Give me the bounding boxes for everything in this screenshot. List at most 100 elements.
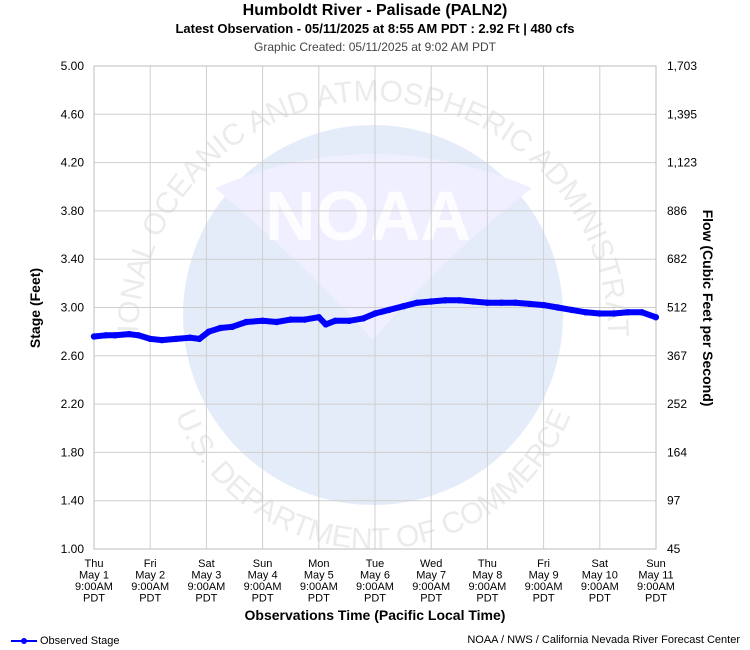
x-axis-title: Observations Time (Pacific Local Time): [245, 607, 506, 623]
data-point: [371, 310, 379, 317]
y2-tick-label: 367: [667, 349, 687, 363]
data-point: [360, 315, 367, 322]
y-tick-label: 1.80: [61, 445, 85, 459]
x-tick-label: Wed: [420, 558, 442, 570]
data-point: [322, 321, 329, 328]
data-point: [484, 299, 491, 306]
forecast-center-credit: NOAA / NWS / California Nevada River For…: [467, 634, 740, 646]
x-tick-label: PDT: [645, 593, 667, 605]
y-tick-label: 3.80: [61, 204, 85, 218]
data-point: [399, 303, 407, 310]
data-point: [456, 297, 463, 304]
x-tick-label: 9:00AM: [525, 581, 563, 593]
data-point: [652, 314, 659, 321]
x-tick-label: May 9: [529, 570, 559, 582]
x-tick-label: Fri: [144, 558, 157, 570]
y2-tick-label: 97: [667, 494, 681, 508]
y2-tick-label: 1,123: [667, 156, 697, 170]
chart-axis-labels: Observations Time (Pacific Local Time) S…: [27, 210, 716, 623]
y-tick-label: 4.20: [61, 156, 85, 170]
plot-frame: [93, 65, 657, 550]
x-tick-label: Sun: [646, 558, 666, 570]
x-tick-label: Mon: [308, 558, 329, 570]
data-point: [540, 301, 547, 309]
y-tick-label: 4.60: [61, 107, 85, 121]
y-tick-label: 1.40: [61, 494, 85, 508]
watermark-logo-text: NOAA: [265, 177, 471, 255]
x-tick-label: PDT: [139, 593, 161, 605]
y2-tick-label: 682: [667, 252, 687, 266]
data-point: [610, 310, 618, 317]
x-tick-label: Thu: [478, 558, 497, 570]
y-tick-label: 3.00: [61, 301, 85, 315]
data-point: [102, 332, 109, 339]
data-point: [624, 309, 632, 316]
x-tick-label: May 1: [79, 570, 109, 582]
y2-tick-label: 164: [667, 445, 687, 459]
y2-tick-label: 886: [667, 204, 687, 218]
data-point: [125, 330, 133, 338]
legend-label: Observed Stage: [40, 635, 120, 647]
data-point: [332, 317, 339, 324]
x-tick-label: PDT: [364, 593, 386, 605]
data-point: [554, 304, 561, 311]
x-tick-label: 9:00AM: [468, 581, 506, 593]
data-point: [158, 336, 166, 344]
x-tick-label: Sat: [198, 558, 215, 570]
x-tick-label: Tue: [366, 558, 385, 570]
data-point: [498, 299, 505, 306]
data-point: [315, 314, 322, 321]
data-point: [526, 300, 533, 308]
data-point: [596, 310, 603, 317]
x-tick-label: 9:00AM: [300, 581, 338, 593]
y2-tick-label: 45: [667, 542, 681, 556]
x-tick-label: 9:00AM: [187, 581, 225, 593]
y2-tick-label: 1,703: [667, 59, 697, 73]
data-point: [414, 299, 421, 306]
x-tick-label: 9:00AM: [75, 581, 113, 593]
latest-observation: Latest Observation - 05/11/2025 at 8:55 …: [175, 21, 575, 36]
data-point: [196, 335, 203, 343]
x-tick-label: PDT: [252, 593, 274, 605]
y-tick-label: 1.00: [61, 542, 85, 556]
data-point: [172, 335, 180, 343]
x-tick-label: PDT: [195, 593, 217, 605]
watermark-gull: [215, 154, 532, 340]
x-tick-label: 9:00AM: [244, 581, 282, 593]
x-tick-label: May 11: [638, 570, 673, 582]
x-tick-label: Sun: [253, 558, 273, 570]
data-point: [135, 332, 142, 339]
data-point: [147, 335, 154, 343]
x-tick-label: PDT: [308, 593, 330, 605]
data-point: [229, 323, 236, 330]
data-point: [111, 332, 119, 339]
y2-tick-label: 252: [667, 397, 687, 411]
graphic-created: Graphic Created: 05/11/2025 at 9:02 AM P…: [254, 40, 496, 54]
x-tick-label: 9:00AM: [581, 581, 619, 593]
x-tick-label: PDT: [589, 593, 611, 605]
data-point: [243, 318, 250, 326]
data-point: [385, 306, 393, 314]
x-tick-label: 9:00AM: [637, 581, 675, 593]
data-point: [259, 317, 266, 324]
x-tick-label: Fri: [537, 558, 550, 570]
data-point: [186, 334, 194, 341]
x-tick-label: 9:00AM: [356, 581, 394, 593]
y2-tick-label: 512: [667, 301, 687, 315]
y-axis-title: Stage (Feet): [27, 268, 43, 348]
legend-swatch: [11, 636, 37, 646]
data-point: [90, 333, 98, 340]
y2-tick-label: 1,395: [667, 107, 697, 121]
x-tick-label: PDT: [533, 593, 555, 605]
chart-grid: [93, 65, 657, 550]
data-point: [273, 318, 280, 326]
data-point: [638, 309, 646, 316]
noaa-watermark: NOAA NATIONAL OCEANIC AND ATMOSPHERIC AD…: [0, 0, 634, 556]
x-tick-label: May 8: [472, 570, 502, 582]
data-point: [442, 297, 449, 304]
x-tick-label: PDT: [420, 593, 442, 605]
x-tick-label: 9:00AM: [412, 581, 450, 593]
y-tick-label: 5.00: [61, 59, 85, 73]
x-tick-label: PDT: [476, 593, 498, 605]
